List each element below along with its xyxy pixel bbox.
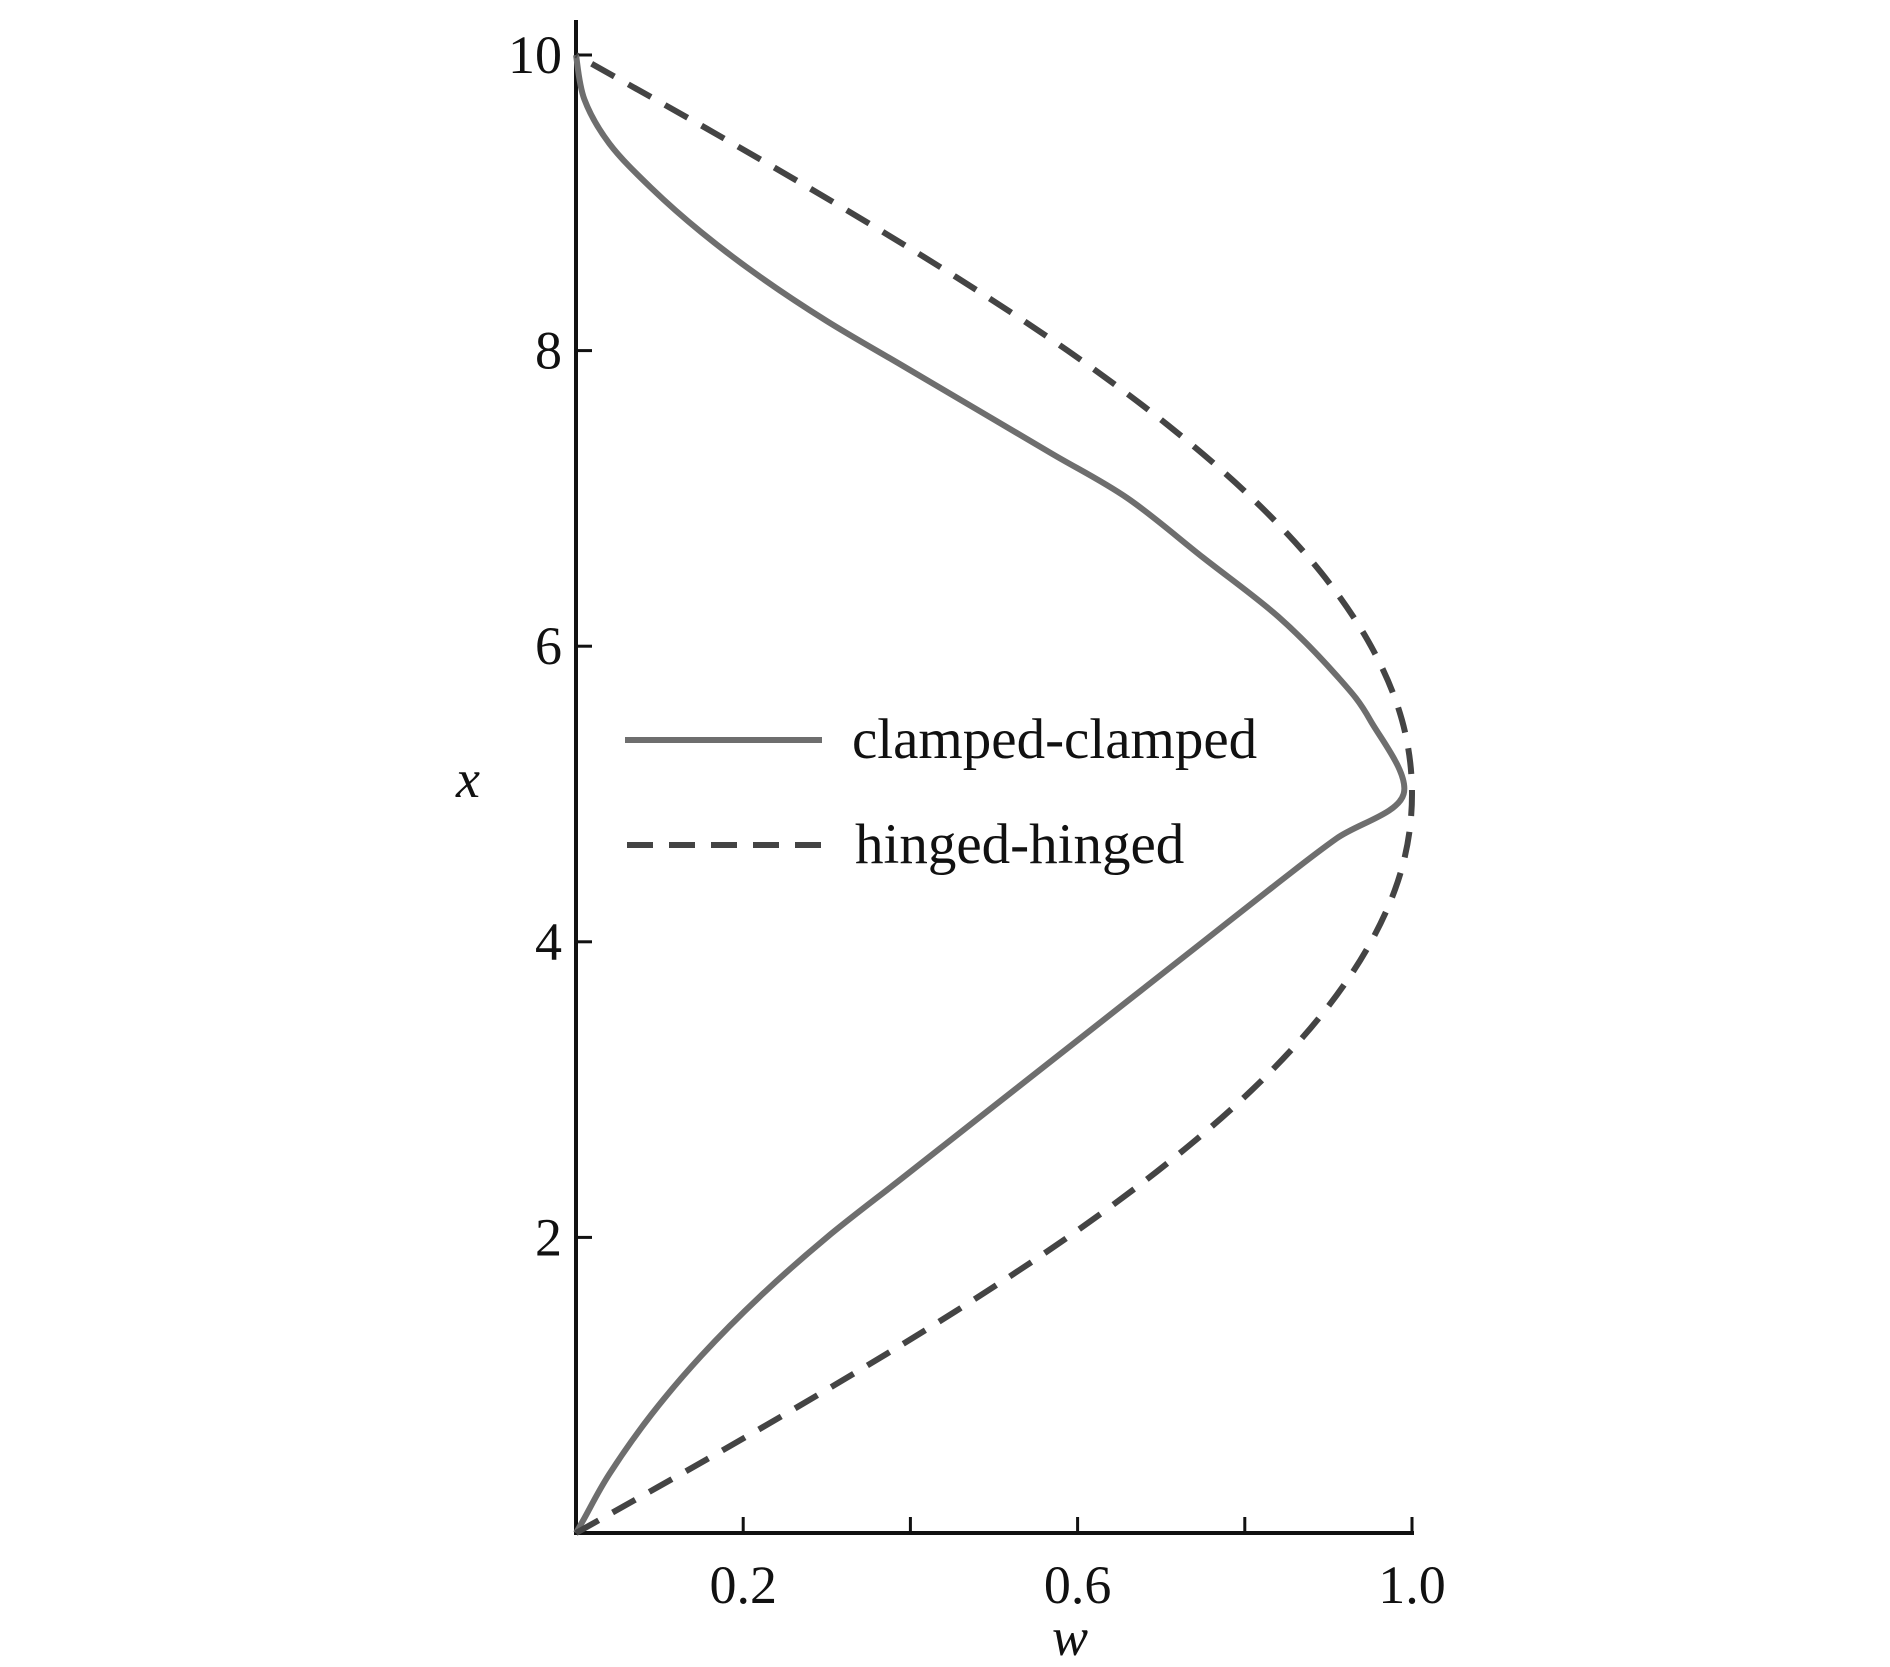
y-tick-label-4: 4	[535, 912, 562, 972]
legend-label-clamped-clamped: clamped-clamped	[852, 708, 1257, 771]
legend-label-hinged-hinged: hinged-hinged	[855, 813, 1184, 876]
tick-labels: 0.2 0.6 1.0 2 4 6 8 10	[508, 25, 1446, 1615]
y-tick-label-2: 2	[535, 1207, 562, 1267]
series-line-hinged-hinged	[574, 52, 1415, 1536]
legend: clamped-clamped hinged-hinged	[625, 708, 1257, 876]
x-tick-label-1.0: 1.0	[1378, 1555, 1446, 1615]
axes	[574, 20, 1414, 1535]
series-group	[573, 52, 1415, 1536]
y-tick-label-8: 8	[535, 321, 562, 381]
y-tick-label-10: 10	[508, 25, 562, 85]
x-tick-label-0.2: 0.2	[709, 1555, 777, 1615]
x-tick-label-0.6: 0.6	[1044, 1555, 1112, 1615]
x-axis-label: w	[1052, 1607, 1088, 1667]
y-axis-label: x	[455, 749, 480, 809]
ticks	[576, 53, 1414, 1533]
y-tick-label-6: 6	[535, 616, 562, 676]
series-line-clamped-clamped	[573, 54, 1408, 1535]
